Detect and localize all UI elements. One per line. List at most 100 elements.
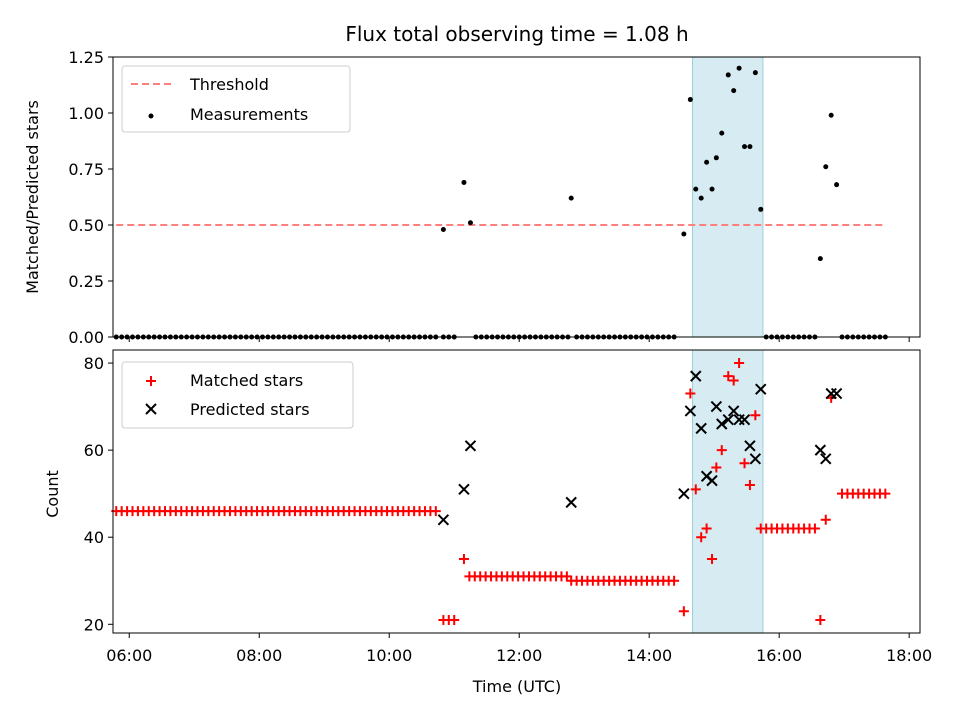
y-tick-label: 0.75: [68, 160, 104, 179]
predicted-star-point: [464, 440, 477, 452]
predicted-star-point: [820, 453, 832, 465]
y-tick-label: 20: [84, 615, 104, 634]
y-tick-label: 0.00: [68, 328, 104, 347]
top-panel: 0.00 0.25 0.50 0.75 1.00 1.25: [68, 48, 921, 347]
y-tick-label: 0.25: [68, 272, 104, 291]
measurement-point: [461, 179, 467, 185]
matched-star-point: [880, 488, 891, 499]
matched-star-point: [669, 575, 680, 586]
y-tick-label: 0.50: [68, 216, 104, 235]
matched-star-point: [716, 445, 727, 456]
predicted-star-point: [706, 474, 718, 487]
predicted-star-point: [458, 483, 470, 496]
top-y-axis-label: Matched/Predicted stars: [23, 100, 42, 294]
matched-star-point: [701, 523, 712, 534]
predicted-star-point: [565, 496, 577, 509]
measurement-point: [719, 130, 725, 136]
measurement-point: [834, 182, 840, 188]
bottom-panel: 20 40 60 80 06:00 08:00 10:00 12:00 14:00 16:00 18…: [84, 349, 932, 665]
matched-star-point: [744, 479, 755, 490]
legend-bottom-frame: [121, 361, 354, 429]
axes-frame: [112, 56, 921, 338]
predicted-star-point: [727, 405, 740, 417]
bottom-y-axis-label: Count: [43, 470, 62, 518]
highlight-span: [692, 349, 764, 634]
matched-star-point: [430, 506, 441, 517]
measurement-point: [693, 186, 699, 192]
matched-star-point: [678, 606, 689, 617]
y-tick-label: 60: [84, 441, 104, 460]
predicted-star-point: [755, 383, 767, 395]
matched-star-point: [815, 614, 826, 625]
predicted-star-point: [716, 418, 728, 430]
x-tick-label: 06:00: [106, 646, 152, 665]
legend-bottom: Matched stars Predicted stars: [121, 361, 354, 429]
predicted-star-point: [437, 514, 450, 526]
matched-star-point: [820, 514, 831, 525]
legend-top: Threshold Measurements: [121, 65, 351, 133]
measurement-point: [823, 164, 829, 170]
x-tick-label: 08:00: [236, 646, 282, 665]
predicted-star-point: [749, 453, 762, 465]
measurement-point: [681, 231, 687, 237]
measurement-point: [467, 220, 473, 226]
matched-star-point: [750, 410, 761, 421]
measurement-point: [687, 97, 693, 103]
predicted-star-point: [814, 444, 827, 456]
predicted-star-point: [830, 387, 843, 400]
matched-star-point: [728, 375, 739, 386]
predicted-star-point: [684, 405, 697, 417]
matched-star-point: [707, 553, 718, 564]
measurement-point: [440, 226, 446, 232]
measurement-point: [736, 65, 742, 71]
legend-top-frame: [121, 65, 351, 133]
x-tick-label: 12:00: [496, 646, 542, 665]
legend-predicted-swatch: [145, 403, 157, 415]
predicted-star-point: [695, 422, 707, 435]
highlight-span: [692, 56, 764, 338]
x-tick-label: 18:00: [886, 646, 932, 665]
x-tick-label: 10:00: [366, 646, 412, 665]
legend-measurements-label: Measurements: [190, 105, 308, 124]
matched-star-point: [809, 523, 820, 534]
measurement-point: [731, 88, 737, 94]
measurement-point: [568, 195, 574, 201]
measurement-point: [713, 155, 719, 161]
measurement-point: [709, 186, 715, 192]
predicted-star-point: [738, 413, 751, 426]
x-axis-label: Time (UTC): [472, 677, 561, 696]
predicted-star-point: [678, 487, 690, 500]
chart-title: Flux total observing time = 1.08 h: [345, 22, 688, 46]
predicted-star-point: [710, 400, 723, 413]
matched-star-point: [458, 553, 469, 564]
y-tick-label: 1.00: [68, 104, 104, 123]
predicted-star-point: [722, 413, 734, 426]
measurement-point: [725, 72, 731, 78]
matched-star-point: [739, 458, 750, 469]
matched-star-point: [696, 532, 707, 543]
axes-frame: [112, 349, 921, 634]
matched-star-point: [711, 462, 722, 473]
matched-star-point: [690, 484, 701, 495]
y-tick-label: 80: [84, 354, 104, 373]
legend-measurements-swatch: [148, 113, 154, 119]
y-tick-label: 1.25: [68, 48, 104, 67]
matched-star-point: [723, 371, 734, 382]
measurement-point: [747, 144, 753, 150]
matched-star-point: [449, 614, 460, 625]
measurement-point: [752, 70, 758, 76]
measurement-point: [817, 256, 823, 262]
measurement-point: [704, 159, 710, 165]
measurement-point: [828, 112, 834, 118]
y-tick-label: 40: [84, 528, 104, 547]
matched-star-point: [734, 358, 745, 369]
legend-predicted-label: Predicted stars: [190, 400, 310, 419]
predicted-star-point: [690, 370, 702, 382]
legend-matched-label: Matched stars: [190, 371, 303, 390]
matched-star-point: [685, 388, 696, 399]
legend-matched-swatch: [146, 376, 156, 386]
x-tick-label: 16:00: [756, 646, 802, 665]
measurement-point: [742, 144, 748, 150]
predicted-star-point: [744, 440, 756, 452]
